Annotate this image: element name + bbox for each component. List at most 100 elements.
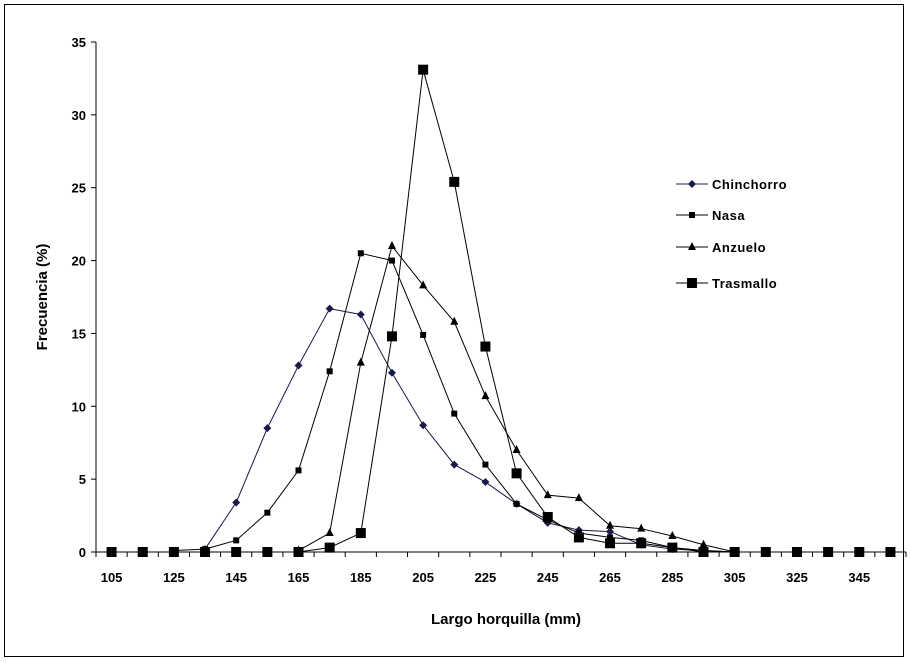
data-point-square-large	[200, 547, 211, 557]
data-point-square	[513, 500, 520, 507]
series-line	[173, 252, 735, 553]
legend: Chinchorro Nasa Anzuelo Trasmallo	[676, 177, 787, 291]
data-point-square-large	[137, 547, 148, 557]
data-point-square-large	[823, 547, 834, 557]
data-point-square-large	[293, 547, 304, 557]
data-point-diamond	[356, 310, 365, 319]
series-chinchorro	[201, 304, 739, 556]
legend-item-trasmallo: Trasmallo	[676, 276, 777, 291]
axes	[91, 41, 907, 557]
data-point-square-large	[386, 331, 397, 342]
x-tick-label: 345	[848, 570, 870, 585]
y-tick-label: 35	[72, 35, 86, 50]
legend-item-chinchorro: Chinchorro	[676, 177, 787, 192]
data-point-square	[295, 467, 302, 474]
data-point-triangle	[325, 528, 334, 537]
data-point-triangle	[356, 357, 365, 366]
data-point-square	[607, 534, 614, 541]
y-tick-label: 10	[72, 399, 86, 414]
data-point-square	[451, 410, 458, 417]
series-line	[111, 69, 891, 553]
x-tick-label: 285	[661, 570, 683, 585]
data-point-triangle	[574, 493, 583, 502]
y-tick-label: 5	[79, 472, 86, 487]
data-point-square	[482, 461, 489, 468]
series-line	[204, 308, 735, 553]
data-point-square-large	[262, 547, 273, 557]
data-point-square-large	[511, 468, 522, 479]
data-point-square-large	[698, 547, 709, 557]
legend-label: Chinchorro	[712, 177, 787, 192]
data-point-triangle	[699, 539, 708, 548]
x-tick-label: 265	[599, 570, 621, 585]
data-point-square-large	[106, 547, 117, 557]
data-point-square-large	[231, 547, 242, 557]
data-point-square-large	[885, 547, 896, 557]
data-point-triangle	[481, 391, 490, 400]
data-point-triangle	[688, 242, 696, 250]
x-tick-label: 145	[225, 570, 247, 585]
y-axis-title: Frecuencia (%)	[34, 244, 51, 351]
data-point-square-large	[687, 278, 697, 288]
data-point-diamond	[325, 304, 334, 313]
data-point-square-large	[636, 538, 647, 549]
legend-label: Anzuelo	[712, 240, 766, 255]
data-point-square	[689, 212, 695, 218]
data-point-square-large	[573, 532, 584, 543]
y-tick-labels: 0 5 10 15 20 25 30 35	[72, 35, 86, 560]
data-point-square-large	[449, 176, 460, 187]
y-tick-label: 30	[72, 108, 86, 123]
data-point-square-large	[168, 547, 179, 557]
legend-label: Nasa	[712, 208, 745, 223]
series-layer	[106, 64, 896, 557]
data-point-diamond	[688, 180, 696, 188]
x-tick-label: 325	[786, 570, 808, 585]
x-axis-title: Largo horquilla (mm)	[431, 611, 581, 628]
data-point-square	[388, 257, 395, 264]
data-point-triangle	[512, 445, 521, 453]
data-point-triangle	[543, 490, 552, 499]
legend-item-anzuelo: Anzuelo	[676, 240, 766, 255]
x-tick-label: 205	[412, 570, 434, 585]
y-tick-label: 0	[79, 545, 86, 560]
legend-item-nasa: Nasa	[676, 208, 745, 223]
data-point-square-large	[324, 542, 335, 553]
data-point-diamond	[263, 424, 272, 433]
data-point-triangle	[668, 530, 677, 539]
data-point-triangle	[637, 523, 646, 532]
data-point-square-large	[667, 542, 678, 553]
y-tick-label: 25	[72, 181, 86, 196]
x-tick-label: 125	[163, 570, 185, 585]
y-tick-label: 20	[72, 254, 86, 269]
data-point-triangle	[387, 241, 396, 249]
data-point-triangle	[450, 316, 459, 325]
data-point-diamond	[481, 478, 490, 487]
data-point-square-large	[542, 512, 553, 523]
x-tick-label: 105	[101, 570, 123, 585]
data-point-square-large	[605, 538, 616, 549]
data-point-square-large	[355, 528, 366, 539]
data-point-square-large	[418, 64, 429, 75]
y-tick-label: 15	[72, 326, 86, 341]
data-point-square-large	[729, 547, 740, 557]
data-point-square	[233, 537, 240, 544]
chart-frame	[4, 4, 904, 657]
data-point-diamond	[294, 361, 303, 370]
data-point-square	[420, 331, 427, 338]
data-point-diamond	[419, 421, 428, 430]
data-point-diamond	[450, 460, 459, 469]
data-point-square-large	[480, 341, 491, 352]
data-point-triangle	[606, 520, 615, 529]
x-tick-label: 165	[288, 570, 310, 585]
series-nasa	[170, 250, 738, 555]
legend-label: Trasmallo	[712, 276, 777, 291]
data-point-square-large	[791, 547, 802, 557]
data-point-square	[326, 368, 333, 375]
series-trasmallo	[106, 64, 896, 557]
x-tick-label: 305	[724, 570, 746, 585]
series-line	[298, 244, 766, 553]
x-tick-labels: 105 125 145 165 185 205 225 245 265 285 305 325 345	[101, 570, 870, 585]
data-point-diamond	[232, 498, 241, 507]
series-anzuelo	[294, 241, 770, 555]
